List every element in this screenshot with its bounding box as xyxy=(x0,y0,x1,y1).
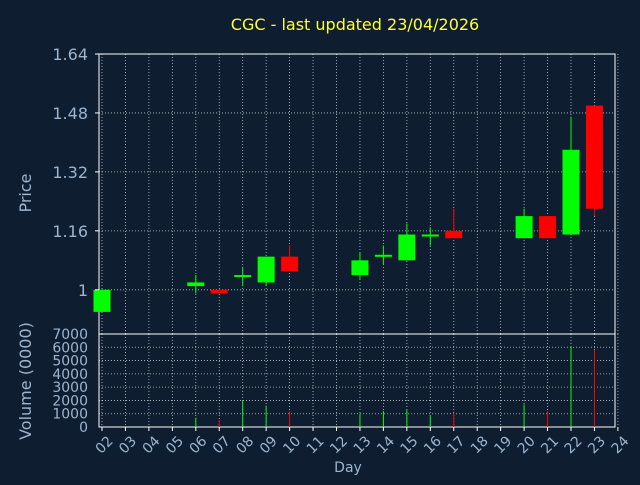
candle-body xyxy=(562,149,580,235)
candle-body xyxy=(257,256,275,283)
x-tick-label: 20 xyxy=(515,433,539,457)
price-axis-label: Price xyxy=(16,173,35,212)
x-tick-label: 21 xyxy=(538,433,562,457)
candle-body xyxy=(234,275,252,278)
x-tick-label: 13 xyxy=(351,433,375,457)
x-tick-label: 16 xyxy=(421,433,445,457)
price-plot-area xyxy=(98,53,616,335)
price-tick-label: 1.32 xyxy=(52,163,88,182)
volume-tick-label: 0 xyxy=(79,420,88,436)
x-tick-label: 23 xyxy=(585,433,609,457)
candle-body xyxy=(187,282,205,287)
x-tick-label: 06 xyxy=(186,433,210,457)
x-tick-label: 11 xyxy=(304,433,328,457)
volume-tick-label: 1000 xyxy=(52,407,88,423)
candle-21 xyxy=(539,216,557,239)
candle-body xyxy=(445,230,463,239)
x-tick-label: 14 xyxy=(374,433,398,457)
volume-tick-label: 6000 xyxy=(52,340,88,356)
chart-title: CGC - last updated 23/04/2026 xyxy=(231,15,479,34)
candle-20 xyxy=(515,208,533,239)
x-tick-label: 03 xyxy=(116,433,140,457)
volume-tick-label: 3000 xyxy=(52,380,88,396)
x-tick-label: 10 xyxy=(280,433,304,457)
candle-body xyxy=(351,260,369,276)
candle-body xyxy=(398,234,416,261)
x-tick-label: 08 xyxy=(233,433,257,457)
candle-06 xyxy=(187,275,205,294)
x-tick-label: 15 xyxy=(398,433,422,457)
x-tick-label: 07 xyxy=(210,433,234,457)
candle-body xyxy=(93,289,111,312)
volume-tick-label: 5000 xyxy=(52,354,88,370)
x-tick-label: 09 xyxy=(257,433,281,457)
volume-axis-label: Volume (0000) xyxy=(16,322,35,440)
candle-body xyxy=(374,254,392,257)
candle-14 xyxy=(374,245,392,264)
x-tick-label: 22 xyxy=(562,433,586,457)
candle-22 xyxy=(562,116,580,235)
candle-10 xyxy=(281,245,299,272)
axis-labels: 02 03 04 05 06 07 08 09 10 11 12 13 14 15 16 17 18 19 20 21… xyxy=(52,45,632,457)
price-tick-label: 1 xyxy=(78,281,88,300)
candle-17 xyxy=(445,208,463,239)
x-tick-label: 04 xyxy=(140,433,164,457)
candle-body xyxy=(281,256,299,272)
candles xyxy=(93,105,603,312)
x-tick-label: 12 xyxy=(327,433,351,457)
x-tick-label: 17 xyxy=(444,433,468,457)
x-tick-label: 02 xyxy=(93,433,117,457)
candle-02 xyxy=(93,289,111,312)
candle-07 xyxy=(210,289,228,294)
candle-body xyxy=(421,234,439,237)
candle-13 xyxy=(351,252,369,279)
volume-tick-label: 2000 xyxy=(52,393,88,409)
candle-body xyxy=(210,289,228,294)
candle-09 xyxy=(257,256,275,287)
grid-lines xyxy=(99,53,619,428)
volume-tick-label: 7000 xyxy=(52,327,88,343)
candle-body xyxy=(515,216,533,239)
candle-body xyxy=(539,216,557,239)
volume-tick-label: 4000 xyxy=(52,367,88,383)
candle-08 xyxy=(234,267,252,287)
x-tick-label: 19 xyxy=(491,433,515,457)
volume-plot-area xyxy=(98,333,616,428)
price-tick-label: 1.64 xyxy=(52,45,88,64)
x-axis-label: Day xyxy=(334,460,362,476)
volume-bars xyxy=(195,345,595,427)
x-tick-label: 18 xyxy=(468,433,492,457)
price-tick-label: 1.48 xyxy=(52,104,88,123)
candle-23 xyxy=(585,105,603,217)
candle-15 xyxy=(398,223,416,261)
candle-16 xyxy=(421,227,439,246)
x-tick-label: 05 xyxy=(163,433,187,457)
x-tick-label: 24 xyxy=(609,433,633,457)
candle-body xyxy=(585,105,603,209)
price-tick-label: 1.16 xyxy=(52,222,88,241)
